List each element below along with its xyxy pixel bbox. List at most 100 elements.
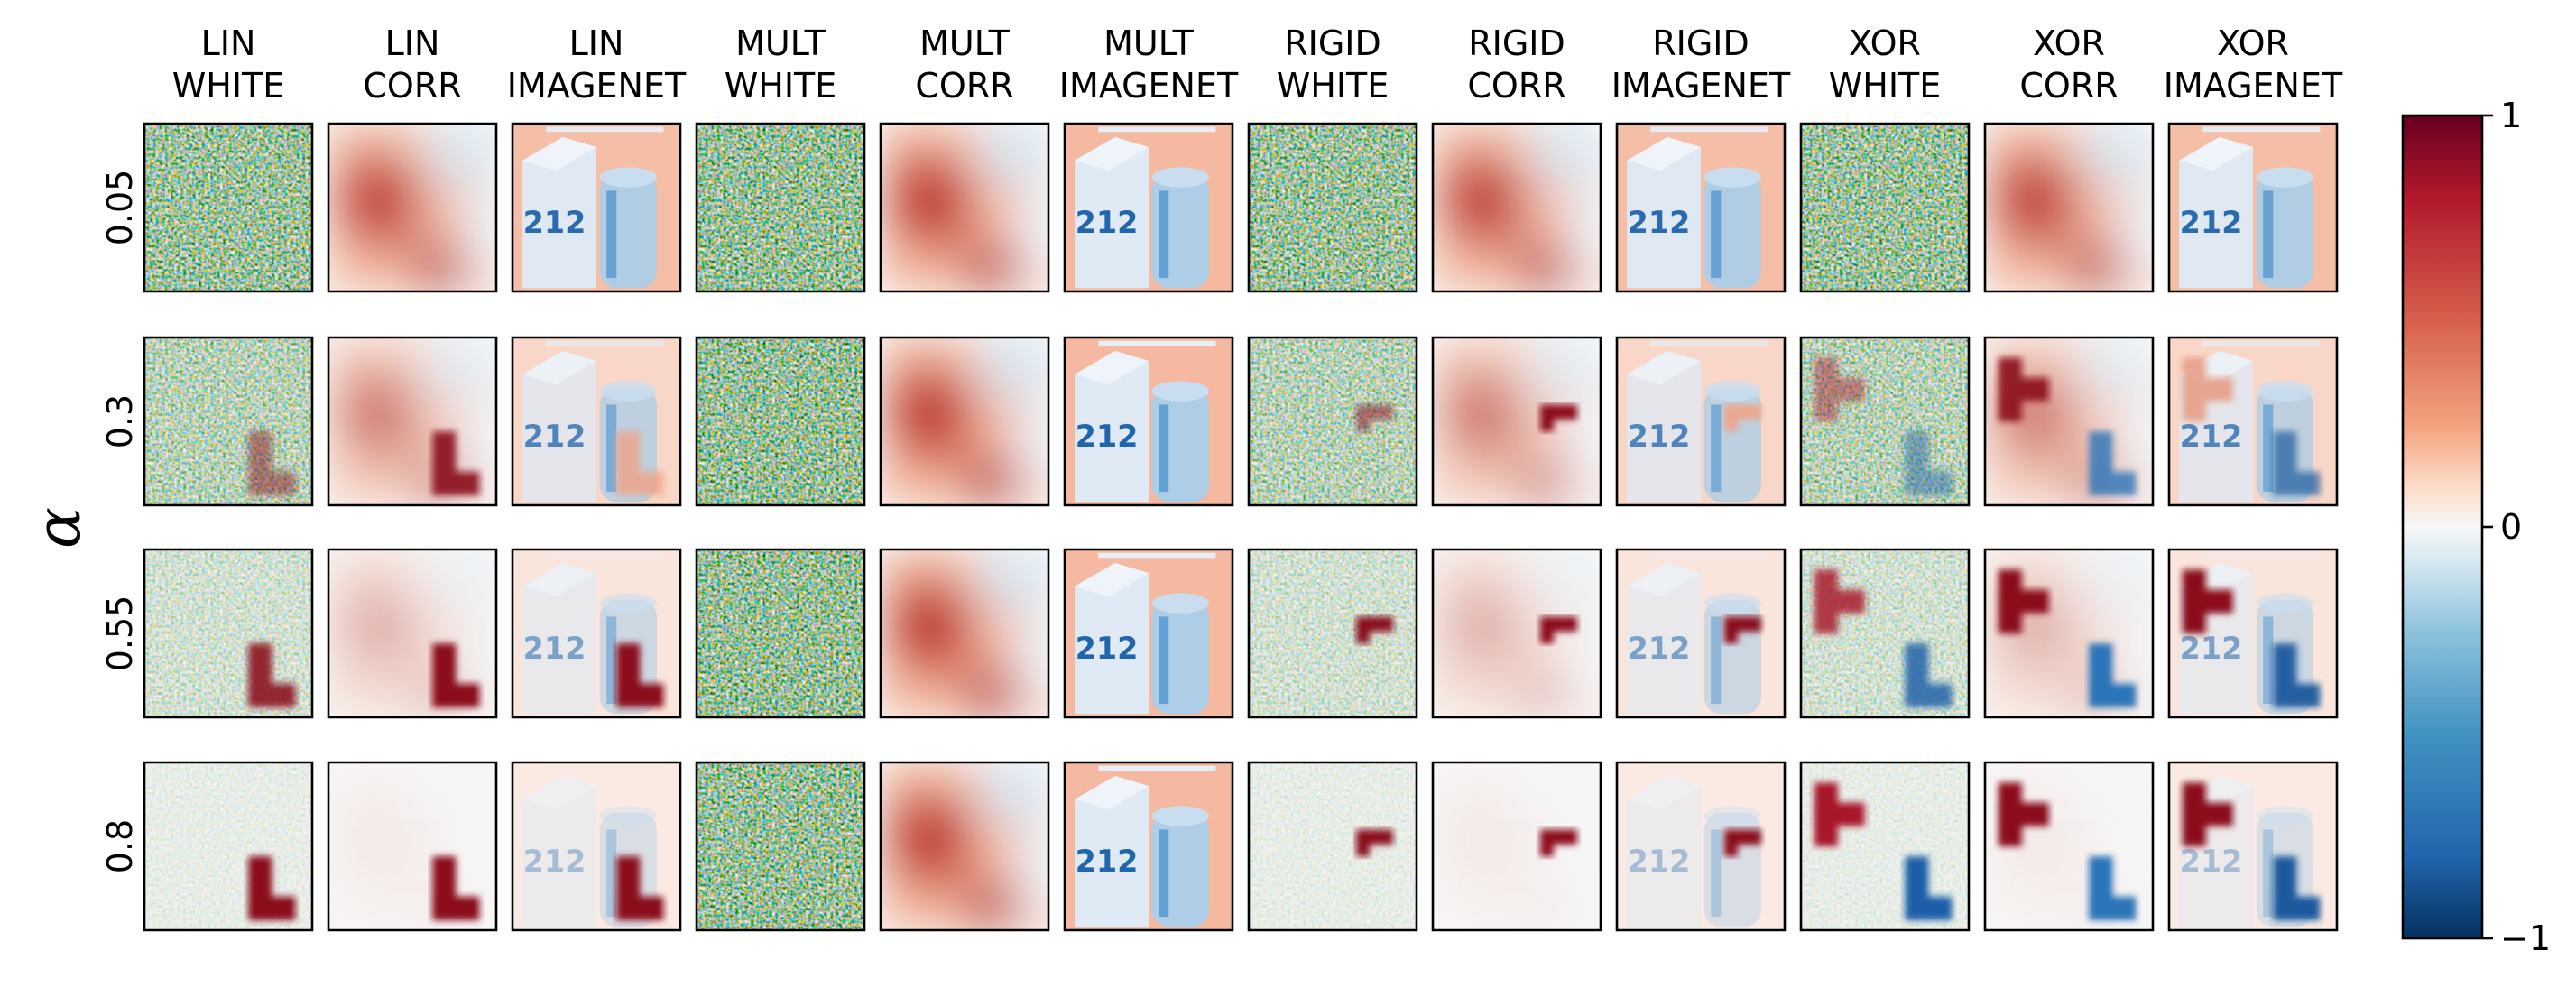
panel-xor-corr-alpha-0.8 bbox=[1985, 762, 2153, 930]
column-label-line2: CORR bbox=[915, 66, 1013, 106]
panel-mult-corr-alpha-0.3 bbox=[881, 337, 1048, 505]
colorbar-tick-label: 1 bbox=[2500, 96, 2522, 135]
panel-number-text: 212 bbox=[1076, 631, 1139, 666]
panel-xor-imagenet-alpha-0.05: 212 bbox=[2169, 124, 2337, 291]
column-label-line2: WHITE bbox=[725, 66, 837, 106]
panel-lin-imagenet-alpha-0.3: 212 bbox=[512, 337, 680, 505]
panel-mult-imagenet-alpha-0.3: 212 bbox=[1065, 337, 1233, 505]
colorbar-tick-label: 0 bbox=[2500, 507, 2522, 547]
column-label-line2: IMAGENET bbox=[507, 66, 687, 106]
panel-lin-corr-alpha-0.55 bbox=[328, 549, 496, 717]
column-label-line2: IMAGENET bbox=[1059, 66, 1239, 106]
colorbar-gradient bbox=[2401, 114, 2484, 940]
panel-lin-imagenet-alpha-0.55: 212 bbox=[512, 549, 680, 717]
panel-number-text: 212 bbox=[523, 631, 586, 666]
panel-rigid-imagenet-alpha-0.3: 212 bbox=[1617, 337, 1785, 505]
panel-number-text: 212 bbox=[2180, 844, 2243, 879]
column-label-line1: XOR bbox=[2033, 23, 2105, 63]
panel-grid: 212 212 212 212 212 212 212 212 212 212 212 212 212 2… bbox=[144, 124, 2337, 930]
panel-lin-white-alpha-0.3 bbox=[144, 337, 312, 505]
panel-xor-white-alpha-0.05 bbox=[1801, 124, 1969, 291]
column-label-line2: WHITE bbox=[1829, 66, 1942, 106]
column-label-line1: LIN bbox=[569, 23, 624, 63]
panel-lin-corr-alpha-0.3 bbox=[328, 337, 496, 505]
column-label-line1: LIN bbox=[385, 23, 440, 63]
column-label-line1: MULT bbox=[1103, 23, 1195, 63]
panel-rigid-corr-alpha-0.8 bbox=[1433, 762, 1601, 930]
panel-number-text: 212 bbox=[1628, 631, 1691, 666]
panel-xor-corr-alpha-0.3 bbox=[1985, 337, 2153, 505]
column-label-line2: IMAGENET bbox=[2164, 66, 2343, 106]
column-label-line1: XOR bbox=[2217, 23, 2289, 63]
panel-rigid-corr-alpha-0.3 bbox=[1433, 337, 1601, 505]
panel-lin-white-alpha-0.55 bbox=[144, 549, 312, 717]
panel-number-text: 212 bbox=[1628, 419, 1691, 454]
panel-lin-corr-alpha-0.05 bbox=[328, 124, 496, 291]
colorbar: 1 0 −1 bbox=[2401, 96, 2551, 958]
row-label: 0.55 bbox=[100, 596, 140, 672]
panel-number-text: 212 bbox=[2180, 419, 2243, 454]
panel-mult-imagenet-alpha-0.05: 212 bbox=[1065, 124, 1233, 291]
column-label-line1: MULT bbox=[919, 23, 1011, 63]
panel-mult-white-alpha-0.05 bbox=[697, 124, 864, 291]
panel-number-text: 212 bbox=[1076, 844, 1139, 879]
panel-xor-corr-alpha-0.05 bbox=[1985, 124, 2153, 291]
panel-mult-imagenet-alpha-0.55: 212 bbox=[1065, 549, 1233, 717]
panel-xor-corr-alpha-0.55 bbox=[1985, 549, 2153, 717]
panel-number-text: 212 bbox=[1628, 844, 1691, 879]
column-label-line1: RIGID bbox=[1468, 23, 1565, 63]
panel-number-text: 212 bbox=[523, 419, 586, 454]
panel-mult-white-alpha-0.8 bbox=[697, 762, 864, 930]
panel-mult-white-alpha-0.3 bbox=[697, 337, 864, 505]
panel-number-text: 212 bbox=[2180, 631, 2243, 666]
column-label-line1: MULT bbox=[735, 23, 826, 63]
colorbar-tick-label: −1 bbox=[2500, 919, 2551, 958]
row-label: 0.8 bbox=[100, 819, 140, 873]
panel-mult-corr-alpha-0.55 bbox=[881, 549, 1048, 717]
column-label-line2: WHITE bbox=[1277, 66, 1390, 106]
panel-xor-imagenet-alpha-0.55: 212 bbox=[2169, 549, 2337, 717]
panel-rigid-imagenet-alpha-0.8: 212 bbox=[1617, 762, 1785, 930]
column-labels: LINWHITELINCORRLINIMAGENETMULTWHITEMULTC… bbox=[172, 23, 2343, 106]
panel-rigid-white-alpha-0.05 bbox=[1249, 124, 1417, 291]
panel-xor-white-alpha-0.3 bbox=[1801, 337, 1969, 505]
column-label-line1: RIGID bbox=[1652, 23, 1750, 63]
panel-rigid-white-alpha-0.55 bbox=[1249, 549, 1417, 717]
panel-lin-white-alpha-0.8 bbox=[144, 762, 312, 930]
column-label-line2: CORR bbox=[363, 66, 461, 106]
panel-xor-imagenet-alpha-0.8: 212 bbox=[2169, 762, 2337, 930]
panel-mult-white-alpha-0.55 bbox=[697, 549, 864, 717]
panel-rigid-corr-alpha-0.05 bbox=[1433, 124, 1601, 291]
column-label-line2: CORR bbox=[2019, 66, 2118, 106]
panel-number-text: 212 bbox=[1076, 205, 1139, 240]
panel-mult-corr-alpha-0.8 bbox=[881, 762, 1048, 930]
alpha-axis-label: α bbox=[23, 507, 95, 549]
panel-xor-imagenet-alpha-0.3: 212 bbox=[2169, 337, 2337, 505]
column-label-line1: RIGID bbox=[1284, 23, 1381, 63]
row-label: 0.05 bbox=[100, 170, 140, 246]
panel-rigid-imagenet-alpha-0.55: 212 bbox=[1617, 549, 1785, 717]
panel-mult-corr-alpha-0.05 bbox=[881, 124, 1048, 291]
column-label-line2: WHITE bbox=[172, 66, 285, 106]
panel-number-text: 212 bbox=[1076, 419, 1139, 454]
panel-lin-imagenet-alpha-0.8: 212 bbox=[512, 762, 680, 930]
column-label-line1: LIN bbox=[201, 23, 256, 63]
panel-xor-white-alpha-0.55 bbox=[1801, 549, 1969, 717]
panel-rigid-imagenet-alpha-0.05: 212 bbox=[1617, 124, 1785, 291]
row-label: 0.3 bbox=[100, 394, 140, 448]
panel-lin-corr-alpha-0.8 bbox=[328, 762, 496, 930]
panel-xor-white-alpha-0.8 bbox=[1801, 762, 1969, 930]
panel-rigid-corr-alpha-0.55 bbox=[1433, 549, 1601, 717]
panel-lin-imagenet-alpha-0.05: 212 bbox=[512, 124, 680, 291]
panel-number-text: 212 bbox=[523, 844, 586, 879]
panel-number-text: 212 bbox=[1628, 205, 1691, 240]
panel-lin-white-alpha-0.05 bbox=[144, 124, 312, 291]
panel-rigid-white-alpha-0.3 bbox=[1249, 337, 1417, 505]
panel-number-text: 212 bbox=[523, 205, 586, 240]
column-label-line1: XOR bbox=[1849, 23, 1921, 63]
panel-mult-imagenet-alpha-0.8: 212 bbox=[1065, 762, 1233, 930]
panel-number-text: 212 bbox=[2180, 205, 2243, 240]
column-label-line2: IMAGENET bbox=[1611, 66, 1791, 106]
panel-rigid-white-alpha-0.8 bbox=[1249, 762, 1417, 930]
